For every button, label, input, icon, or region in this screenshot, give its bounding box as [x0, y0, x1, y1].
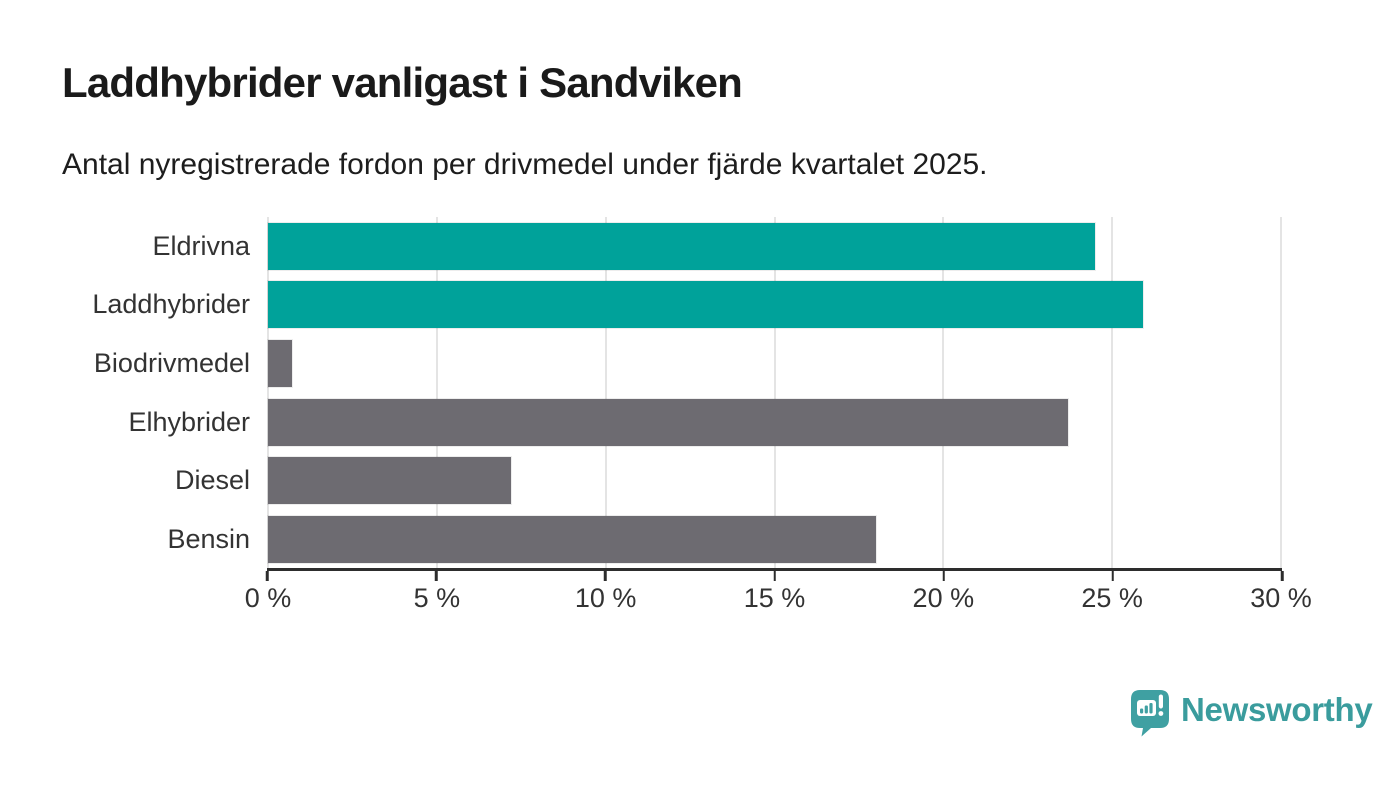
gridline [604, 217, 607, 569]
plot-area [266, 217, 1282, 569]
icon-chart-bar [1144, 705, 1148, 714]
gridline [1280, 217, 1282, 569]
x-axis-tick-mark [265, 571, 269, 581]
x-axis-tick-label: 5 % [413, 583, 461, 613]
bar-biodrivmedel [267, 338, 293, 388]
category-label: Laddhybrider [92, 289, 250, 320]
newsworthy-logo-icon [1131, 690, 1169, 737]
gridline [1111, 217, 1114, 569]
bar-diesel [266, 456, 513, 506]
category-label: Eldrivna [152, 230, 250, 261]
bar-bensin [267, 514, 877, 564]
category-label: Bensin [167, 523, 250, 554]
bar-eldrivna [266, 221, 1097, 271]
bar-row [267, 276, 1281, 335]
bar-row [266, 393, 1281, 452]
icon-chart-bar [1140, 708, 1144, 714]
x-axis [265, 568, 1284, 584]
bar-row [267, 510, 1281, 569]
brand-wordmark: Newsworthy [1181, 691, 1373, 728]
category-label: Biodrivmedel [93, 347, 250, 378]
branding: Newsworthy [1129, 688, 1373, 738]
chart-title: Laddhybrider vanligast i Sandviken [62, 59, 743, 106]
chart-subtitle: Antal nyregistrerade fordon per drivmede… [62, 148, 988, 181]
exclamation-dot [1158, 711, 1164, 716]
x-axis-tick-label: 25 % [1081, 583, 1143, 613]
gridline [435, 217, 438, 569]
x-axis-tick-label: 30 % [1250, 583, 1312, 613]
bar-elhybrider [266, 397, 1070, 447]
x-axis-labels: 0 % 5 % 10 % 15 % 20 % 25 % 30 % [245, 583, 1312, 614]
category-label: Elhybrider [128, 406, 250, 437]
exclamation-bar [1158, 694, 1163, 709]
category-label: Diesel [174, 465, 250, 496]
gridline [267, 217, 269, 569]
icon-chart-bar [1149, 703, 1153, 714]
x-axis-tick-mark [434, 571, 438, 581]
category-labels: Eldrivna Laddhybrider Biodrivmedel Elhybrid… [0, 217, 250, 569]
x-axis-tick-label: 0 % [244, 583, 292, 613]
bar-row [266, 217, 1281, 276]
x-axis-tick-label: 15 % [743, 583, 806, 613]
bar-row [267, 334, 1281, 393]
bar-row [266, 451, 1281, 510]
gridline [942, 217, 945, 569]
x-axis-tick-label: 20 % [912, 583, 975, 613]
gridline [773, 217, 776, 569]
x-axis-tick-mark [604, 571, 607, 581]
x-axis-tick-mark [773, 571, 776, 581]
x-axis-tick-mark [1280, 571, 1284, 581]
x-axis-tick-mark [1111, 571, 1115, 581]
bar-laddhybrider [267, 280, 1144, 330]
x-axis-tick-mark [942, 571, 945, 581]
x-axis-tick-label: 10 % [574, 583, 637, 613]
